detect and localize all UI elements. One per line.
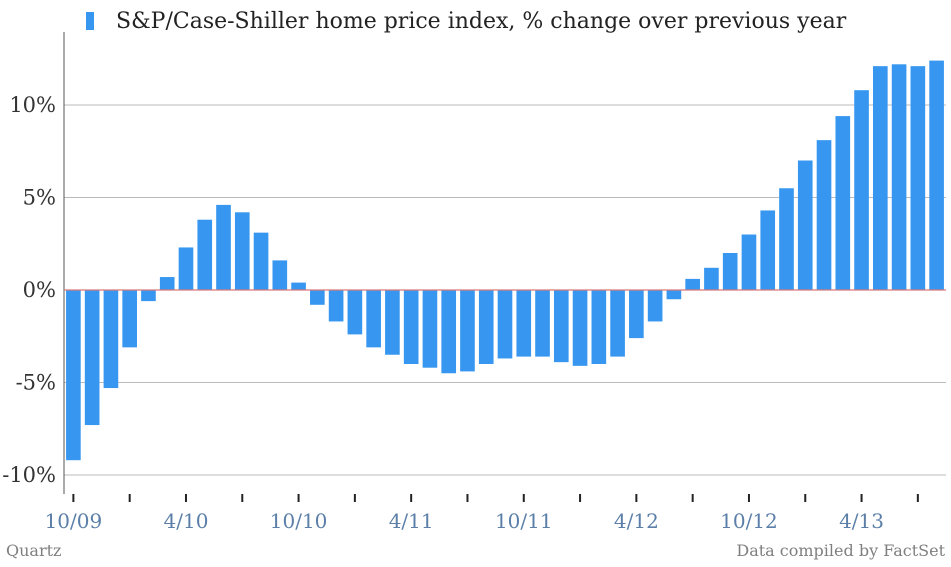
bar	[422, 290, 438, 368]
bar	[178, 247, 194, 290]
bar	[516, 290, 532, 357]
x-tick-label: 10/10	[270, 509, 328, 533]
bar	[253, 232, 269, 290]
source-credit: Quartz	[6, 541, 62, 560]
bar	[385, 290, 400, 355]
bar	[647, 290, 663, 322]
x-tick-label: 4/11	[389, 509, 434, 533]
bar	[347, 290, 363, 335]
bar	[891, 64, 907, 290]
bar	[310, 290, 325, 305]
bar	[141, 290, 156, 302]
legend: S&P/Case-Shiller home price index, % cha…	[86, 6, 846, 36]
bar	[704, 267, 719, 290]
x-tick-label: 10/12	[720, 509, 778, 533]
bar	[291, 282, 306, 290]
bar	[103, 290, 119, 389]
x-tick-label: 10/11	[495, 509, 553, 533]
bar	[666, 290, 682, 300]
bar	[535, 290, 550, 357]
bar	[873, 66, 888, 291]
bar	[441, 290, 457, 374]
bar	[403, 290, 419, 364]
x-tick-label: 4/12	[614, 509, 659, 533]
bar	[610, 290, 625, 357]
bar	[779, 188, 794, 290]
y-tick-label: -10%	[2, 463, 56, 487]
legend-label: S&P/Case-Shiller home price index, % cha…	[116, 8, 847, 34]
bar	[66, 290, 81, 461]
bar	[760, 210, 776, 290]
bar	[234, 212, 250, 290]
bar	[272, 260, 288, 290]
bar	[591, 290, 607, 364]
legend-swatch	[86, 12, 94, 30]
y-tick-label: -5%	[16, 371, 56, 395]
bar	[816, 140, 832, 290]
y-tick-label: 5%	[23, 186, 56, 210]
bar	[478, 290, 494, 364]
bar	[797, 160, 813, 290]
bar	[216, 204, 231, 290]
bar	[460, 290, 475, 372]
y-tick-label: 0%	[23, 278, 56, 302]
bar	[929, 60, 944, 290]
bar	[159, 277, 175, 290]
bar	[572, 290, 588, 366]
bar	[197, 219, 213, 290]
bar	[122, 290, 137, 348]
x-tick-label: 4/10	[164, 509, 209, 533]
bar	[328, 290, 344, 322]
bar	[685, 278, 700, 290]
bar	[84, 290, 100, 426]
bar	[629, 290, 644, 339]
y-tick-label: 10%	[9, 93, 56, 117]
data-credit: Data compiled by FactSet	[736, 541, 945, 560]
bar	[854, 90, 869, 290]
x-tick-label: 10/09	[45, 509, 103, 533]
bar	[910, 66, 926, 291]
bar	[366, 290, 381, 348]
x-tick-label: 4/13	[839, 509, 884, 533]
bar	[722, 253, 738, 290]
bar	[553, 290, 569, 363]
bar	[835, 116, 851, 290]
bar	[741, 234, 757, 290]
bar	[497, 290, 513, 359]
